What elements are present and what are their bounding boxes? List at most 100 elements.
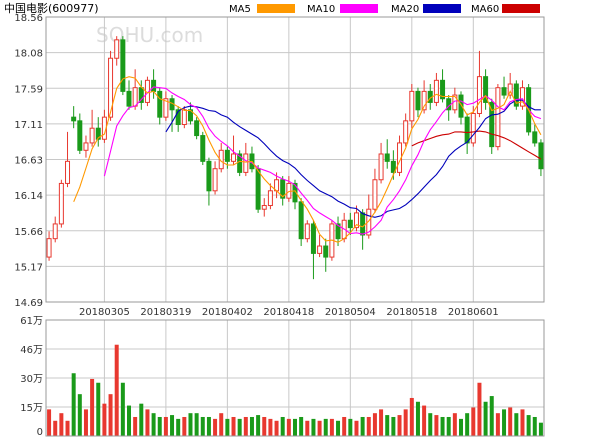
candle xyxy=(120,36,126,96)
ma10-line xyxy=(103,86,542,235)
volume-bar xyxy=(163,416,168,436)
candle xyxy=(378,142,384,184)
candle xyxy=(71,106,77,129)
candle-body-down xyxy=(71,116,77,122)
legend-ma10-swatch xyxy=(340,4,378,13)
volume-bar xyxy=(102,403,107,436)
volume-bar xyxy=(231,416,236,436)
volume-tick-label: 15万 xyxy=(20,403,43,414)
volume-bar xyxy=(446,416,451,436)
candle xyxy=(433,72,439,107)
candlestick-series xyxy=(46,36,544,280)
volume-bar xyxy=(440,416,445,436)
candle xyxy=(519,80,525,110)
candle-body-down xyxy=(440,79,446,100)
volume-bar xyxy=(459,418,463,436)
volume-bar xyxy=(71,373,76,436)
volume-tick-label: 61万 xyxy=(20,316,43,327)
volume-bar xyxy=(502,409,507,436)
candle xyxy=(132,69,138,110)
candle-body-up xyxy=(353,212,359,229)
volume-axis-ticks: 61万 46万 30万 15万 0 xyxy=(20,316,43,438)
candle-body-down xyxy=(120,39,126,92)
legend-ma60-label: MA60 xyxy=(471,4,499,15)
volume-bar xyxy=(268,418,273,436)
candle-body-up xyxy=(231,153,237,162)
candle xyxy=(440,69,446,103)
volume-bar xyxy=(305,420,310,436)
candle-body-down xyxy=(538,142,544,170)
volume-bar xyxy=(299,416,304,436)
volume-bar xyxy=(342,416,347,436)
legend-ma5-swatch xyxy=(257,4,295,13)
legend-ma60-swatch xyxy=(502,4,540,13)
candle-body-down xyxy=(237,153,243,173)
ma5-line xyxy=(73,76,542,243)
candle-body-up xyxy=(108,57,114,118)
candle xyxy=(304,220,310,243)
candle xyxy=(360,209,366,250)
volume-bar xyxy=(59,413,64,436)
volume-bar xyxy=(237,418,242,436)
candle-body-up xyxy=(132,87,138,107)
date-tick-label: 20180402 xyxy=(202,307,253,318)
candle xyxy=(476,50,482,118)
candle-body-up xyxy=(507,83,513,96)
candle xyxy=(206,157,212,206)
volume-bar xyxy=(133,416,138,436)
volume-bar xyxy=(495,413,500,436)
volume-bar xyxy=(323,418,328,436)
candle xyxy=(353,205,359,232)
candle-body-up xyxy=(218,149,224,170)
volume-bar xyxy=(329,418,334,436)
candle xyxy=(101,109,107,143)
volume-bar xyxy=(391,416,396,436)
legend-ma10-label: MA10 xyxy=(307,4,335,15)
date-tick-label: 20180418 xyxy=(263,307,314,318)
volume-bar xyxy=(53,420,58,436)
candle-body-down xyxy=(200,135,206,162)
legend: MA5 MA10 MA20 MA60 xyxy=(229,4,540,15)
candle-body-up xyxy=(421,90,427,111)
candle xyxy=(261,198,267,217)
candle xyxy=(151,69,157,99)
candle-body-down xyxy=(194,120,200,137)
candle-body-down xyxy=(458,94,464,118)
candle-body-up xyxy=(163,98,169,118)
candle-body-down xyxy=(224,149,230,162)
date-tick-label: 20180601 xyxy=(448,307,499,318)
candle xyxy=(243,142,249,177)
volume-bar xyxy=(520,409,525,436)
candle-body-up xyxy=(403,120,409,144)
volume-bar xyxy=(225,418,230,436)
volume-bar xyxy=(403,409,408,436)
candle xyxy=(464,113,470,154)
candle xyxy=(77,113,83,154)
candle xyxy=(298,198,304,247)
volume-bar xyxy=(200,416,205,436)
candle xyxy=(218,142,224,173)
volume-bar xyxy=(65,420,70,436)
candle-body-down xyxy=(489,101,495,148)
candle-body-up xyxy=(83,142,89,151)
candle xyxy=(89,109,95,147)
candle-body-down xyxy=(206,160,212,192)
candle-body-up xyxy=(317,245,323,254)
legend-ma20-swatch xyxy=(423,4,461,13)
volume-bar xyxy=(360,416,365,436)
candle-body-down xyxy=(483,76,489,103)
volume-panel-grid xyxy=(46,320,544,436)
candle-body-down xyxy=(384,153,390,162)
candle xyxy=(58,179,64,228)
volume-bar xyxy=(354,420,359,436)
volume-bar xyxy=(274,420,279,436)
sohu-watermark: SOHU.com xyxy=(96,23,203,47)
candle-body-down xyxy=(126,90,132,107)
candle xyxy=(280,176,286,206)
candle-body-up xyxy=(181,109,187,126)
candle-body-up xyxy=(433,79,439,103)
volume-bar xyxy=(415,401,420,436)
candle xyxy=(507,72,513,99)
volume-bar xyxy=(219,413,224,436)
candle xyxy=(181,106,187,129)
